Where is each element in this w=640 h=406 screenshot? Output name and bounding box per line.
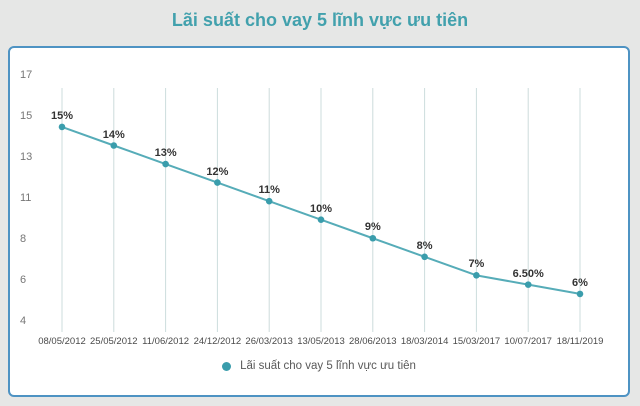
x-tick-label: 28/06/2013 [349, 336, 397, 347]
data-point-label: 12% [206, 165, 229, 178]
data-point-label: 15% [50, 109, 74, 122]
x-tick-label: 24/12/2012 [193, 336, 242, 347]
data-point [58, 123, 66, 131]
data-point-label: 6.50% [512, 267, 544, 280]
data-point-label: 10% [309, 202, 333, 215]
y-tick-label: 6 [20, 274, 27, 286]
data-point [421, 253, 428, 261]
data-point [576, 290, 584, 298]
x-tick-label: 15/03/2017 [452, 336, 501, 347]
y-tick-label: 15 [20, 110, 33, 122]
data-point-label: 8% [416, 239, 433, 252]
page-title: Lãi suất cho vay 5 lĩnh vực ưu tiên [171, 10, 469, 30]
data-point-label: 11% [258, 184, 280, 197]
legend-label: Lãi suất cho vay 5 lĩnh vực ưu tiên [240, 360, 416, 372]
data-point-label: 13% [154, 147, 177, 160]
page: Lãi suất cho vay 5 lĩnh vực ưu tiên 17 15… [0, 0, 640, 397]
y-tick-label: 13 [20, 151, 33, 163]
data-point-label: 14% [102, 128, 125, 141]
y-tick-label: 11 [20, 192, 32, 204]
data-point [214, 179, 221, 186]
x-tick-label: 10/07/2017 [504, 336, 552, 347]
chart-card: 17 15 13 11 8 6 4 08/05/2012 25/05/2012 11/06/20… [8, 46, 630, 397]
data-point [317, 216, 325, 223]
x-tick-label: 08/05/2012 [38, 336, 86, 347]
legend: Lãi suất cho vay 5 lĩnh vực ưu tiên [10, 360, 628, 372]
data-point [162, 160, 169, 168]
y-tick-label: 17 [20, 69, 33, 81]
y-tick-label: 4 [20, 315, 27, 327]
x-tick-label: 25/05/2012 [90, 336, 138, 347]
x-tick-label: 18/03/2014 [400, 336, 449, 347]
x-tick-label: 18/11/2019 [556, 336, 604, 347]
x-tick-label: 13/05/2013 [297, 336, 345, 347]
legend-marker-icon [222, 361, 232, 371]
y-tick-label: 8 [20, 233, 27, 245]
data-point-label: 7% [468, 258, 485, 271]
data-point [110, 142, 118, 149]
data-point [524, 281, 532, 288]
x-tick-label: 11/06/2012 [142, 336, 190, 347]
line-chart [58, 88, 584, 332]
data-point [265, 197, 273, 205]
data-point [369, 234, 377, 242]
data-point [473, 272, 480, 279]
data-point-label: 6% [572, 276, 588, 289]
data-point-label: 9% [364, 221, 381, 234]
x-tick-label: 26/03/2013 [245, 336, 293, 347]
